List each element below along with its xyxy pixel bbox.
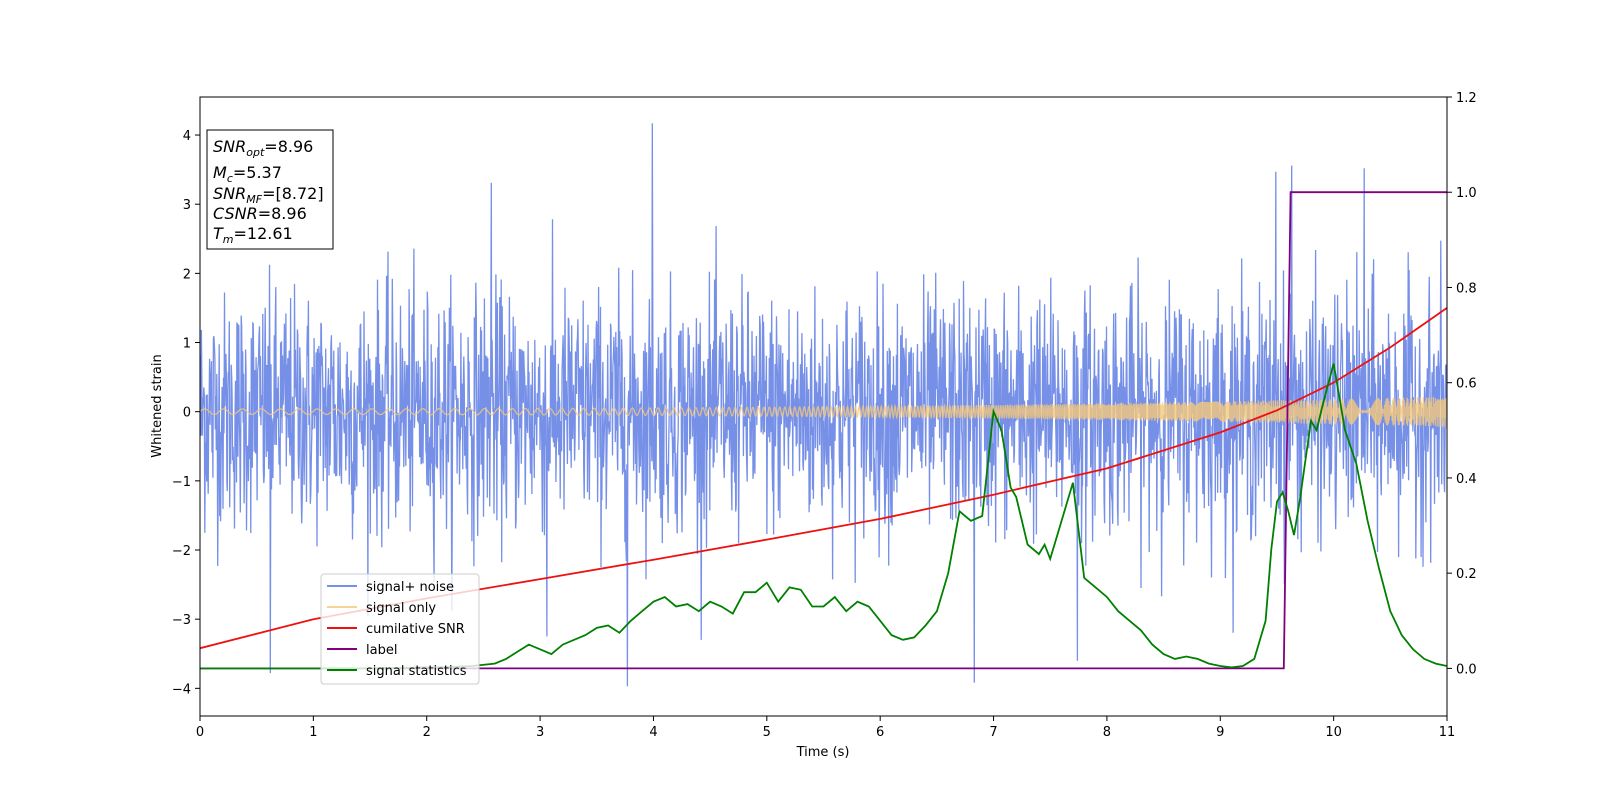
y-right-tick-label: 0.6	[1456, 377, 1477, 392]
info-box-lines: SNRopt=8.96 Mc=5.37SNRMF=[8.72]CSNR=8.96T…	[213, 137, 324, 246]
x-tick-label: 4	[649, 725, 657, 740]
info-box-frame	[206, 129, 334, 250]
series-signal-statistics	[200, 363, 1447, 670]
info-line: Tm=12.61	[213, 224, 293, 246]
legend-label: signal only	[366, 601, 436, 616]
y-left-tick-label: −4	[172, 682, 191, 697]
x-tick-label: 2	[423, 725, 431, 740]
legend-label: cumilative SNR	[366, 622, 465, 637]
y-left-tick-label: 4	[183, 129, 191, 144]
info-line: Mc=5.37	[213, 163, 282, 185]
x-tick-label: 6	[876, 725, 884, 740]
y-right-tick-label: 1.2	[1456, 91, 1477, 106]
y-right-tick-label: 0.2	[1456, 567, 1477, 582]
info-line: SNRMF=[8.72]	[213, 184, 324, 206]
y-axis-left: −4 −3 −2 −1 0 1 2 3 4	[172, 129, 200, 697]
x-tick-label: 5	[763, 725, 771, 740]
info-line: SNRopt=8.96	[213, 137, 313, 159]
legend-label: label	[366, 643, 397, 658]
x-tick-label: 8	[1103, 725, 1111, 740]
series-label	[200, 191, 1447, 670]
legend-frame	[320, 573, 480, 685]
y-left-tick-label: −2	[172, 544, 191, 559]
y-right-tick-label: 1.0	[1456, 186, 1477, 201]
x-tick-label: 11	[1439, 725, 1456, 740]
info-box: SNRopt=8.96 Mc=5.37SNRMF=[8.72]CSNR=8.96T…	[206, 129, 334, 250]
x-tick-label: 1	[309, 725, 317, 740]
info-line: CSNR=8.96	[213, 204, 307, 223]
legend-label: signal+ noise	[366, 580, 454, 595]
y-left-tick-label: 3	[183, 198, 191, 213]
y-left-tick-label: 0	[183, 406, 191, 421]
y-left-tick-label: −3	[172, 613, 191, 628]
legend-label: signal statistics	[366, 664, 467, 679]
y-axis-right: 0.0 0.2 0.4 0.6 0.8 1.0 1.2	[1447, 91, 1477, 677]
y-right-tick-label: 0.8	[1456, 281, 1477, 296]
x-tick-label: 3	[536, 725, 544, 740]
legend: signal+ noise signal only cumilative SNR la…	[320, 573, 480, 685]
x-tick-label: 9	[1216, 725, 1224, 740]
y-left-tick-label: 1	[183, 337, 191, 352]
x-tick-label: 7	[989, 725, 997, 740]
y-left-tick-label: 2	[183, 267, 191, 282]
series-signal-noise	[200, 123, 1447, 687]
x-axis-label: Time (s)	[796, 745, 850, 760]
y-right-tick-label: 0.4	[1456, 472, 1477, 487]
y-right-tick-label: 0.0	[1456, 662, 1477, 677]
legend-items: signal+ noise signal only cumilative SNR la…	[327, 580, 467, 679]
series-signal-only	[200, 396, 1447, 427]
y-left-tick-label: −1	[172, 475, 191, 490]
x-tick-label: 10	[1325, 725, 1342, 740]
y-axis-label: Whitened strain	[150, 354, 165, 457]
x-axis: 0 1 2 3 4 5 6 7 8 9 10 11	[196, 716, 1455, 740]
plot-frame	[199, 96, 1448, 717]
x-tick-label: 0	[196, 725, 204, 740]
